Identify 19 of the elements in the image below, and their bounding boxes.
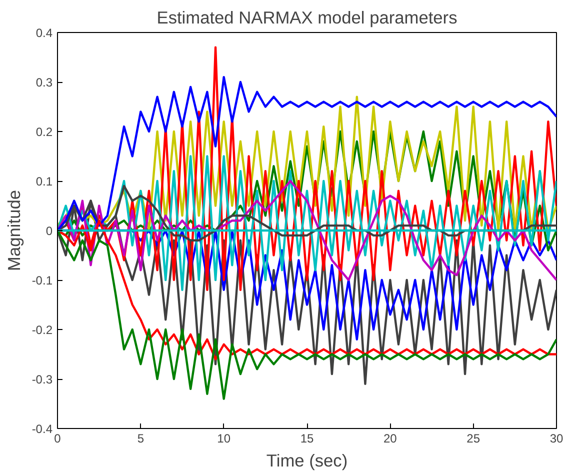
x-tick-label: 0: [54, 432, 62, 446]
y-tick-label: 0.3: [36, 76, 53, 90]
y-tick-label: 0.2: [36, 125, 53, 139]
y-axis-title: Magnitude: [4, 190, 24, 271]
y-tick-label: -0.1: [32, 274, 53, 288]
x-tick-label: 20: [383, 432, 398, 446]
x-tick-label: 25: [466, 432, 480, 446]
x-tick-label: 5: [137, 432, 144, 446]
x-tick-label: 15: [300, 432, 314, 446]
x-tick-label: 30: [550, 432, 564, 446]
y-tick-label: 0: [46, 224, 53, 238]
y-tick-label: -0.4: [32, 422, 53, 436]
y-tick-label: 0.4: [36, 26, 53, 40]
y-tick-label: -0.2: [32, 323, 53, 337]
y-tick-label: 0.1: [36, 174, 53, 188]
y-tick-label: -0.3: [32, 372, 53, 386]
chart-title: Estimated NARMAX model parameters: [156, 8, 458, 28]
x-axis-title: Time (sec): [266, 450, 348, 470]
x-tick-label: 10: [217, 432, 231, 446]
